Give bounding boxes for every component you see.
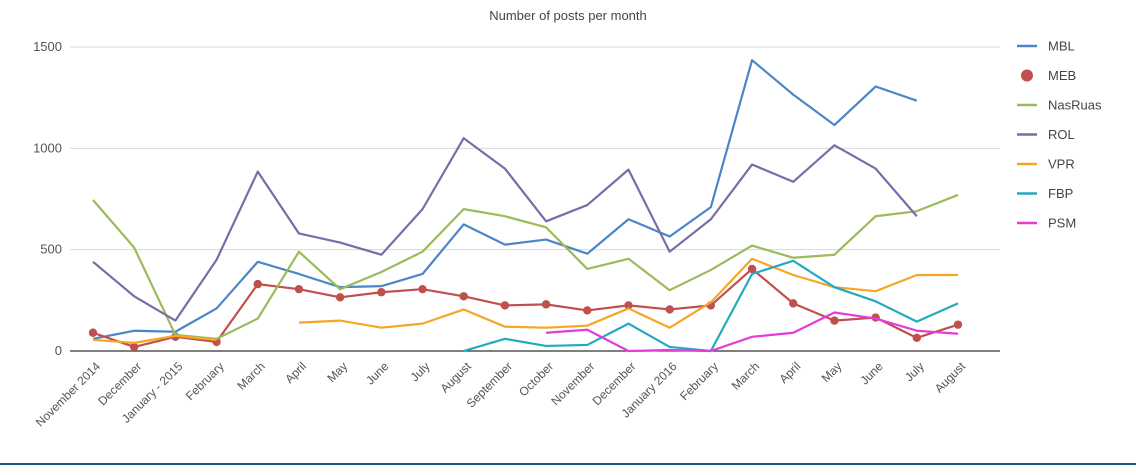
data-point-meb — [912, 333, 922, 343]
series-vpr — [92, 257, 958, 344]
x-tick-label: June — [363, 359, 392, 388]
legend-item-rol: ROL — [1017, 127, 1075, 142]
x-tick-label: March — [234, 359, 267, 392]
legend-label: FBP — [1048, 186, 1073, 201]
x-tick-label: August — [438, 359, 475, 396]
legend-marker — [1021, 69, 1033, 82]
legend-label: VPR — [1048, 157, 1075, 172]
data-point-meb — [624, 301, 633, 310]
legend: MBL MEB NasRuas ROL VPR FBP PSM — [1017, 39, 1102, 231]
legend-item-meb: MEB — [1021, 68, 1076, 83]
data-point-meb — [418, 284, 427, 294]
series-line-psm — [546, 311, 959, 353]
x-tick-label: February — [677, 359, 721, 403]
legend-item-mbl: MBL — [1017, 39, 1075, 54]
x-tick-label: October — [516, 359, 556, 399]
x-tick-label: August — [932, 359, 969, 396]
x-tick-label: November 2014 — [33, 359, 104, 430]
data-point-meb — [335, 293, 345, 302]
x-tick-label: May — [324, 359, 350, 385]
data-point-meb — [294, 284, 304, 294]
series-line-rol — [92, 137, 918, 322]
legend-item-psm: PSM — [1017, 216, 1076, 231]
data-point-meb — [830, 316, 839, 325]
legend-item-vpr: VPR — [1017, 157, 1075, 172]
data-point-meb — [583, 306, 592, 315]
series-line-vpr — [92, 334, 217, 344]
chart-title: Number of posts per month — [489, 8, 647, 23]
legend-label: MBL — [1048, 39, 1075, 54]
legend-label: MEB — [1048, 68, 1076, 83]
data-point-meb — [747, 264, 757, 274]
series-rol — [92, 137, 918, 322]
legend-label: PSM — [1048, 216, 1076, 231]
legend-label: NasRuas — [1048, 98, 1102, 113]
legend-item-nasruas: NasRuas — [1017, 98, 1102, 113]
series-lines — [88, 59, 963, 353]
data-point-meb — [789, 299, 798, 308]
series-line-nasruas — [92, 193, 959, 340]
series-line-meb — [92, 267, 959, 349]
y-tick-label: 1500 — [33, 39, 62, 54]
grid-lines — [70, 46, 1000, 352]
x-tick-label: June — [857, 359, 886, 388]
x-tick-label: April — [776, 359, 803, 386]
data-point-meb — [253, 279, 262, 289]
series-line-mbl — [92, 59, 918, 340]
x-tick-label: May — [819, 359, 845, 385]
legend-item-fbp: FBP — [1017, 186, 1073, 201]
series-meb — [88, 264, 963, 352]
bottom-divider — [0, 463, 1136, 465]
series-mbl — [92, 59, 918, 340]
x-tick-label: November — [548, 359, 597, 408]
x-tick-label: July — [408, 359, 433, 384]
x-tick-label: March — [729, 359, 762, 392]
data-point-meb — [665, 305, 674, 314]
series-line-vpr — [298, 257, 958, 329]
x-tick-label: April — [282, 359, 309, 386]
data-point-meb — [88, 328, 98, 337]
x-tick-label: February — [183, 359, 227, 403]
data-point-meb — [129, 342, 139, 352]
legend-label: ROL — [1048, 127, 1075, 142]
data-point-meb — [541, 300, 551, 309]
series-psm — [546, 311, 959, 353]
y-axis-ticks: 0 500 1000 1500 — [33, 39, 62, 358]
data-point-meb — [500, 301, 510, 310]
data-point-meb — [377, 288, 386, 297]
y-tick-label: 500 — [40, 242, 62, 257]
data-point-meb — [953, 320, 963, 329]
series-nasruas — [92, 193, 959, 340]
data-point-meb — [459, 292, 468, 301]
x-tick-label: July — [902, 359, 927, 384]
y-tick-label: 1000 — [33, 140, 62, 155]
y-tick-label: 0 — [55, 343, 62, 358]
